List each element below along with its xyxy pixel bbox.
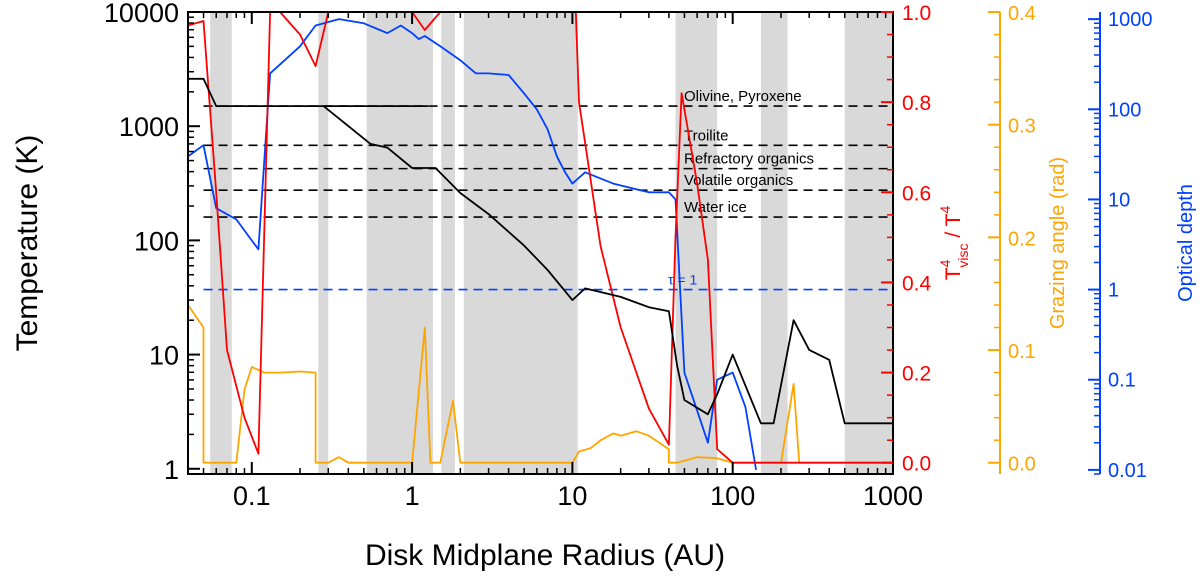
- temperature-tick-label: 10: [149, 341, 179, 371]
- ratio-tick-label: 0.8: [902, 92, 931, 115]
- x-tick-label: 100: [710, 481, 755, 511]
- y-axis-label-optical: Optical depth: [1175, 184, 1197, 302]
- x-axis-label: Disk Midplane Radius (AU): [365, 539, 725, 572]
- series-grazing: [187, 304, 893, 464]
- condensation-label: Olivine, Pyroxene: [684, 88, 802, 105]
- condensation-label: Volatile organics: [684, 172, 793, 189]
- condensation-label: Troilite: [684, 127, 728, 144]
- x-tick-label: 1: [405, 481, 420, 511]
- grazing-tick-label: 0.1: [1008, 341, 1036, 363]
- ratio-label-sub: visc: [955, 244, 971, 268]
- ratio-label-t1: T: [942, 267, 965, 280]
- series-optical: [187, 18, 757, 471]
- shaded-band: [441, 12, 455, 474]
- temperature-tick-label: 1000: [119, 112, 179, 142]
- shaded-band: [366, 12, 433, 474]
- reference-lines: Olivine, Pyroxene Troilite Refractory orga…: [203, 88, 893, 291]
- optical-tick-label: 0.01: [1108, 460, 1147, 482]
- shaded-band: [844, 12, 893, 474]
- grazing-tick-label: 0.4: [1008, 3, 1036, 25]
- x-tick-label: 0.1: [233, 481, 271, 511]
- grazing-tick-label: 0.3: [1008, 116, 1036, 138]
- grazing-tick-label: 0.2: [1008, 228, 1036, 250]
- ratio-label-sup2: 4: [937, 206, 953, 214]
- ratio-tick-label: 1.0: [902, 2, 931, 25]
- plot-border: [187, 11, 894, 475]
- axes: 0.1 1 10 100 1000 1 10 100 1000 10000 0.0 0.2 0.4 0.6…: [104, 0, 1153, 511]
- temperature-tick-label: 1: [164, 455, 179, 485]
- ratio-tick-label: 0.2: [902, 363, 931, 386]
- shaded-band: [760, 12, 788, 474]
- ratio-tick-label: 0.6: [902, 182, 931, 205]
- optical-tick-label: 10: [1108, 189, 1130, 211]
- y-axis-label-ratio: T4 visc / T4: [937, 206, 971, 281]
- tau-label: τ = 1: [668, 272, 697, 288]
- ratio-tick-label: 0.0: [902, 453, 931, 476]
- y-axis-label-temperature: Temperature (K): [11, 135, 44, 352]
- ratio-label-mid: / T: [942, 213, 965, 243]
- shaded-band: [210, 12, 232, 474]
- optical-tick-label: 1: [1108, 280, 1119, 302]
- y-axis-label-grazing: Grazing angle (rad): [1047, 157, 1069, 329]
- plot-frame: [187, 11, 894, 475]
- x-tick-label: 1000: [863, 481, 923, 511]
- optical-tick-label: 0.1: [1108, 370, 1136, 392]
- temperature-tick-label: 100: [134, 226, 179, 256]
- shaded-band: [675, 12, 718, 474]
- temperature-tick-label: 10000: [104, 0, 179, 28]
- ratio-label-sup1: 4: [937, 259, 953, 267]
- grazing-tick-label: 0.0: [1008, 454, 1036, 476]
- condensation-label: Refractory organics: [684, 151, 814, 168]
- optical-tick-label: 100: [1108, 99, 1141, 121]
- x-tick-label: 10: [557, 481, 587, 511]
- shaded-band: [318, 12, 329, 474]
- condensation-label: Water ice: [684, 199, 747, 216]
- ratio-tick-label: 0.4: [902, 272, 932, 295]
- shaded-regions: [210, 12, 893, 474]
- series-temperature: [188, 77, 893, 425]
- optical-tick-label: 1000: [1108, 9, 1153, 31]
